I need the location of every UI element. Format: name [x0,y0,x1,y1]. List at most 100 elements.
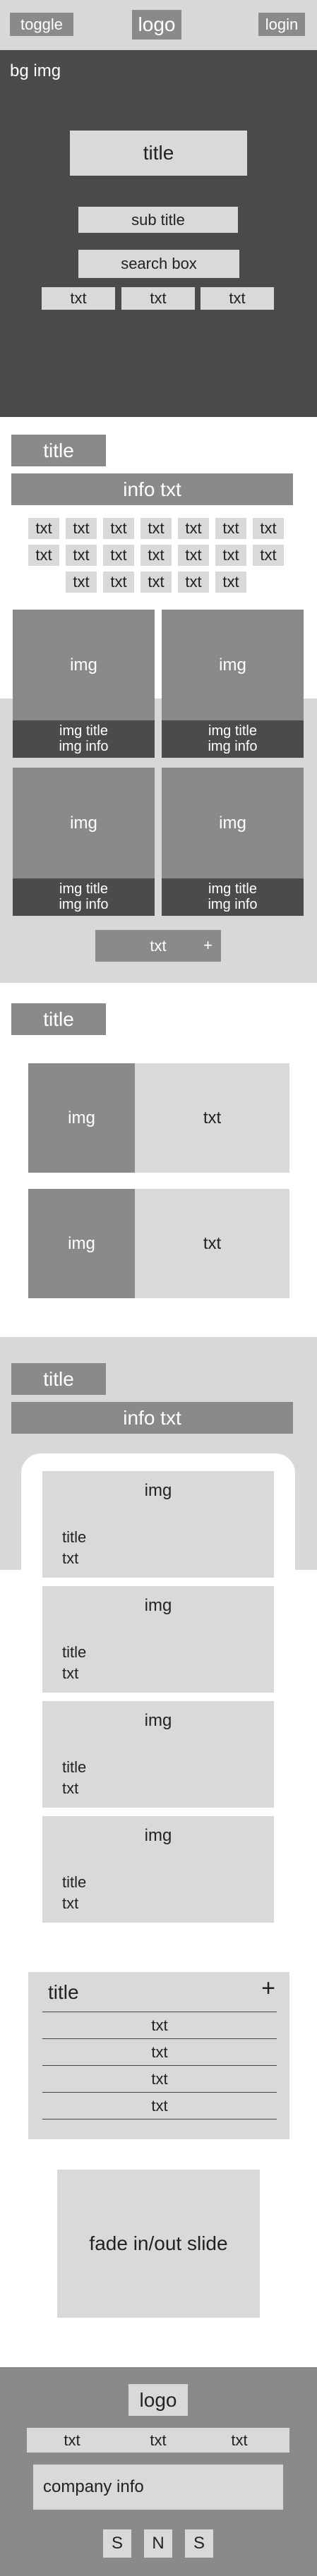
section3-title: title [11,1003,106,1035]
divider [42,2119,277,2120]
sns-icon[interactable]: N [144,2529,172,2558]
logo[interactable]: logo [132,10,181,40]
sns-icon[interactable]: S [185,2529,213,2558]
tag-item[interactable]: txt [178,572,209,593]
tag-item[interactable]: txt [215,518,246,539]
vertical-card[interactable]: img title txt [42,1586,274,1693]
tag-item[interactable]: txt [140,518,172,539]
vcard-image: img [144,1481,172,1500]
more-button-label: txt [150,936,167,955]
tag-item[interactable]: txt [215,572,246,593]
toggle-button[interactable]: toggle [10,13,73,36]
footer-logo[interactable]: logo [128,2384,188,2416]
accordion-item[interactable]: txt [151,2096,168,2115]
footer-links: txt txt txt [27,2428,289,2453]
vcard-title: title [62,1643,87,1661]
accordion-item[interactable]: txt [151,2043,168,2061]
hero-section: bg img title sub title search box txt tx… [0,50,317,417]
vcard-image: img [144,1826,172,1845]
card-info: img info [208,739,258,754]
footer-link[interactable]: txt [150,2431,167,2449]
vcard-image: img [144,1711,172,1730]
accordion-item[interactable]: txt [151,2069,168,2088]
card-info: img info [59,739,109,754]
card-caption: img title img info [13,720,155,758]
tag-item[interactable]: txt [28,518,59,539]
vcard-title: title [62,1758,87,1776]
vertical-card[interactable]: img title txt [42,1816,274,1923]
tag-item[interactable]: txt [140,545,172,566]
fade-slider[interactable]: fade in/out slide [57,2170,260,2318]
image-card[interactable]: img img title img info [13,768,155,916]
card-caption: img title img info [13,878,155,916]
tag-item[interactable]: txt [178,518,209,539]
section2-title: title [11,435,106,466]
footer-link[interactable]: txt [64,2431,80,2449]
image-card[interactable]: img img title img info [13,610,155,758]
hero-link[interactable]: txt [42,287,115,310]
tag-item[interactable]: txt [28,545,59,566]
vertical-card[interactable]: img title txt [42,1471,274,1578]
tag-item[interactable]: txt [215,545,246,566]
plus-icon[interactable]: + [261,1975,275,2002]
footer-link[interactable]: txt [231,2431,248,2449]
hcard-image: img [28,1189,135,1298]
image-card[interactable]: img img title img info [162,610,304,758]
header: toggle logo login [0,0,317,50]
tag-item[interactable]: txt [140,572,172,593]
vcard-title: title [62,1528,87,1546]
image-card[interactable]: img img title img info [162,768,304,916]
vcard-title: title [62,1873,87,1891]
tag-item[interactable]: txt [103,545,134,566]
horizontal-card[interactable]: img txt [28,1063,289,1173]
login-button[interactable]: login [258,13,305,36]
more-button[interactable]: txt + [95,930,221,962]
tag-item[interactable]: txt [178,545,209,566]
card-image: img [70,813,97,833]
footer: logo txt txt txt company info S N S [0,2367,317,2576]
tag-item[interactable]: txt [66,572,97,593]
hero-title: title [70,131,247,176]
vertical-card[interactable]: img title txt [42,1701,274,1808]
vcard-text: txt [62,1779,79,1797]
card-image: img [219,813,246,833]
tag-item[interactable]: txt [103,518,134,539]
card-image: img [70,655,97,675]
card-title: img title [59,881,108,897]
section2-info: info txt [11,473,293,505]
section4-info: info txt [11,1402,293,1434]
hcard-text: txt [203,1108,222,1127]
tag-item[interactable]: txt [103,572,134,593]
hero-subtitle: sub title [78,207,238,233]
vcard-text: txt [62,1549,79,1567]
sns-icon[interactable]: S [103,2529,131,2558]
hero-link[interactable]: txt [121,287,195,310]
divider [42,2065,277,2066]
tag-item[interactable]: txt [66,518,97,539]
divider [42,2092,277,2093]
company-info: company info [33,2465,283,2510]
card-info: img info [59,897,109,912]
section4-title: title [11,1363,106,1395]
vcard-text: txt [62,1664,79,1682]
hero-bg-label: bg img [10,61,61,80]
accordion-item[interactable]: txt [151,2016,168,2034]
hero-link[interactable]: txt [201,287,274,310]
card-caption: img title img info [162,878,304,916]
accordion-title[interactable]: title [48,1981,79,2003]
card-info: img info [208,897,258,912]
plus-icon: + [203,936,213,954]
tag-item[interactable]: txt [253,545,284,566]
search-input[interactable]: search box [78,250,239,278]
card-title: img title [208,723,257,739]
hcard-image: img [28,1063,135,1173]
accordion: title + txt txt txt txt [28,1972,289,2139]
horizontal-card[interactable]: img txt [28,1189,289,1298]
tag-item[interactable]: txt [66,545,97,566]
card-image: img [219,655,246,675]
card-caption: img title img info [162,720,304,758]
divider [42,2038,277,2039]
tag-item[interactable]: txt [253,518,284,539]
card-title: img title [59,723,108,739]
